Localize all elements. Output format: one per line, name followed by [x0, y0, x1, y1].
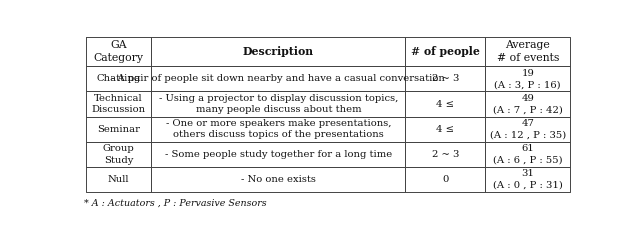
Text: Description: Description: [243, 46, 314, 57]
Text: 4 ≤: 4 ≤: [436, 125, 454, 134]
Text: - Using a projector to display discussion topics,
many people discuss about them: - Using a projector to display discussio…: [159, 94, 398, 114]
Text: 47
(A : 12 , P : 35): 47 (A : 12 , P : 35): [490, 119, 566, 139]
Text: * A : Actuators , P : Pervasive Sensors: * A : Actuators , P : Pervasive Sensors: [84, 199, 266, 208]
Text: Group
Study: Group Study: [103, 144, 134, 164]
Text: 2 ~ 3: 2 ~ 3: [432, 150, 459, 159]
Text: # of people: # of people: [411, 46, 480, 57]
Text: GA
Category: GA Category: [93, 40, 143, 63]
Text: 31
(A : 0 , P : 31): 31 (A : 0 , P : 31): [493, 169, 563, 190]
Text: Seminar: Seminar: [97, 125, 140, 134]
Text: 2 ~ 3: 2 ~ 3: [432, 74, 459, 83]
Text: 61
(A : 6 , P : 55): 61 (A : 6 , P : 55): [493, 144, 563, 164]
Text: - No one exists: - No one exists: [241, 175, 316, 184]
Text: Average
# of events: Average # of events: [497, 40, 559, 63]
Text: 19
(A : 3, P : 16): 19 (A : 3, P : 16): [494, 69, 561, 89]
Text: Technical
Discussion: Technical Discussion: [92, 94, 146, 114]
Text: - One or more speakers make presentations,
others discuss topics of the presenta: - One or more speakers make presentation…: [166, 119, 391, 139]
Text: 49
(A : 7 , P : 42): 49 (A : 7 , P : 42): [493, 94, 563, 114]
Text: 0: 0: [442, 175, 449, 184]
Text: Chatting: Chatting: [97, 74, 141, 83]
Text: 4 ≤: 4 ≤: [436, 100, 454, 108]
Text: Null: Null: [108, 175, 129, 184]
Text: - Some people study together for a long time: - Some people study together for a long …: [164, 150, 392, 159]
Text: - A pair of people sit down nearby and have a casual conversation: - A pair of people sit down nearby and h…: [111, 74, 445, 83]
